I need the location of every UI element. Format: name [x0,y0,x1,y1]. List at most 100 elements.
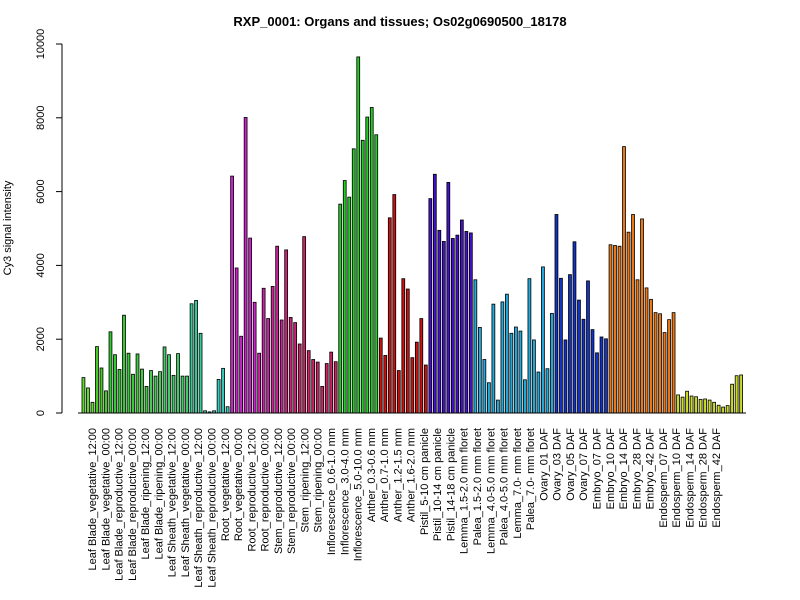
bar [284,249,289,414]
bar [171,374,176,414]
x-tick-label: Palea_1.5-2.0 mm floret [472,428,484,545]
bar [275,245,280,414]
bar [599,336,604,414]
bar [590,329,595,414]
bar [568,274,572,414]
bar [198,332,203,414]
bar [694,396,698,414]
bar [613,245,617,414]
bar [383,355,388,414]
bar [491,303,496,414]
bar [437,229,442,414]
bar [608,244,613,414]
x-tick-label: Leaf Sheath_reproductive_12:00 [193,428,205,588]
x-tick-label: Embryo_42 DAF [645,428,657,510]
y-tick-label: 8000 [35,106,47,130]
bar [315,361,320,414]
bar [81,377,86,414]
x-tick-label: Embryo_10 DAF [605,428,617,510]
bar [581,318,586,414]
bar [419,318,424,414]
bar [374,134,379,414]
bar [149,370,153,414]
y-tick-label: 10000 [35,29,47,60]
bar [356,56,361,414]
bar [194,300,198,414]
bar [459,219,464,414]
x-tick-label: Lemma_4.0-5.0 mm floret [485,428,497,554]
bar [387,217,392,414]
bar [108,331,113,414]
x-tick-label: Lemma_1.5-2.0 mm floret [459,428,471,554]
bar [239,335,243,414]
bar [572,241,577,414]
y-tick-label: 0 [35,410,47,416]
x-tick-label: Embryo_28 DAF [631,428,643,510]
bar [378,337,383,414]
bar [230,175,234,414]
x-tick-label: Anther_1.6-2.0 mm [406,428,418,522]
bar [396,370,401,414]
bar [577,299,581,414]
bar [622,146,626,414]
bar [185,375,189,414]
bar [401,278,406,414]
bar [563,339,568,414]
x-tick-label: Inflorescence_3.0-4.0 mm [339,428,351,555]
bar [428,198,433,414]
x-tick-label: Embryo_14 DAF [618,428,630,510]
bar [365,116,370,414]
x-tick-label: Leaf Blade_vegetative_00:00 [100,428,112,571]
bar [559,277,563,414]
bar [153,375,158,414]
y-tick-label: 2000 [35,327,47,351]
x-tick-label: Pistil_14-18 cm panicle [445,428,457,541]
bar [257,352,261,414]
x-tick-label: Pistil_10-14 cm panicle [432,428,444,541]
bar [441,241,446,414]
bar [698,398,703,414]
bar [505,293,509,414]
bar [509,332,514,414]
bar [725,405,730,414]
bar [716,404,721,414]
bar [167,354,171,414]
bar [99,367,104,414]
bar [667,319,671,414]
bar [532,339,536,414]
bar [523,379,527,414]
bar [225,406,230,414]
bar [117,369,122,414]
bar [707,399,712,414]
bar [140,368,144,414]
bar [216,379,221,414]
bar [122,314,126,414]
x-tick-label: Leaf Sheath_vegetative_00:00 [180,428,192,577]
bar [649,298,653,414]
bar [500,301,505,414]
x-tick-label: Root_vegetative_00:00 [233,428,245,541]
bar [176,353,180,414]
bar [450,238,455,414]
bar [662,332,667,414]
bar [545,368,550,414]
x-tick-label: Palea_7.0- mm floret [525,428,537,530]
bar [234,267,239,414]
x-tick-label: Endosperm_10 DAF [671,428,683,528]
bar [712,401,716,414]
bar [252,301,257,414]
bar [739,374,743,414]
x-tick-label: Leaf Blade_reproductive_12:00 [114,428,126,581]
bar [680,396,685,414]
bar [432,173,437,414]
bar [631,214,635,414]
x-tick-label: Anther_1.2-1.5 mm [392,428,404,522]
bar [369,107,374,414]
bar [721,406,725,414]
x-tick-label: Leaf Sheath_vegetative_12:00 [167,428,179,577]
y-tick-label: 6000 [35,179,47,203]
bar [414,341,419,414]
bar [338,203,343,414]
bar [243,117,248,414]
bar [586,280,590,414]
